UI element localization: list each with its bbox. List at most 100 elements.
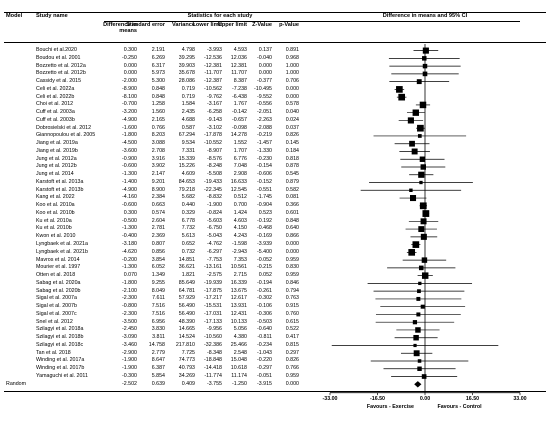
stat-cell: -12.387 xyxy=(204,78,222,85)
stat-cell: 79.218 xyxy=(178,186,195,193)
stat-cell: 6.317 xyxy=(151,62,165,69)
stat-cell: -0.606 xyxy=(256,171,272,178)
stat-cell: -0.219 xyxy=(256,132,272,139)
stat-cell: 0.959 xyxy=(285,272,299,279)
stat-cell: 16.633 xyxy=(230,178,247,185)
stat-cell: -2.943 xyxy=(231,248,247,255)
stat-cell: 0.826 xyxy=(285,132,299,139)
stat-cell: 13.675 xyxy=(230,287,247,294)
effect-marker xyxy=(422,63,428,69)
stat-cell: -2.450 xyxy=(121,326,137,333)
study-name: Giannopoulou et al. 2005 xyxy=(36,132,96,139)
stat-cell: -0.600 xyxy=(121,202,137,209)
summary-stat-cell: 0.409 xyxy=(181,380,195,387)
stat-cell: -15.531 xyxy=(204,303,222,310)
stat-cell: 11.707 xyxy=(231,70,247,77)
effect-marker xyxy=(419,180,423,185)
stat-cell: 0.846 xyxy=(285,279,299,286)
study-name: Jung et al. 2012a xyxy=(36,155,77,162)
header-study-name: Study name xyxy=(36,13,68,19)
effect-marker xyxy=(417,124,424,132)
stat-cell: -0.800 xyxy=(121,303,137,310)
column-header: Upper limit xyxy=(217,22,247,28)
effect-marker xyxy=(416,312,421,317)
stat-cell: 36.621 xyxy=(178,264,195,271)
stat-cell: -0.154 xyxy=(256,163,272,170)
stat-cell: -5.603 xyxy=(206,217,222,224)
stat-cell: -0.657 xyxy=(231,116,247,123)
stat-cell: 5.854 xyxy=(151,372,165,379)
stat-cell: 6.956 xyxy=(151,318,165,325)
stat-cell: -6.297 xyxy=(206,248,222,255)
stat-cell: -8.576 xyxy=(206,155,222,162)
study-name: Otten et al. 2018 xyxy=(36,272,76,279)
stat-cell: 0.578 xyxy=(285,101,299,108)
stat-cell: 0.615 xyxy=(285,318,299,325)
stat-cell: -0.551 xyxy=(256,186,272,193)
stat-cell: -5.508 xyxy=(206,171,222,178)
stat-cell: 5.300 xyxy=(151,78,165,85)
stat-cell: 1.258 xyxy=(151,101,165,108)
stat-cell: 0.545 xyxy=(285,171,299,178)
column-header: Difference in means xyxy=(103,22,137,34)
stat-cell: -4.762 xyxy=(206,241,222,247)
stat-cell: -1.400 xyxy=(121,178,137,185)
effect-marker xyxy=(421,374,427,379)
stat-cell: -3.600 xyxy=(121,147,137,154)
stat-cell: 0.300 xyxy=(123,209,137,216)
stat-cell: 7.725 xyxy=(181,349,195,356)
stat-cell: 0.700 xyxy=(233,202,247,209)
stat-cell: -2.051 xyxy=(256,109,272,116)
stat-cell: 0.706 xyxy=(285,78,299,85)
stat-cell: 0.145 xyxy=(285,140,299,147)
study-name: Szilagyi et al. 2018a xyxy=(36,326,84,333)
summary-stat-cell: 0.639 xyxy=(151,380,165,387)
effect-marker xyxy=(422,210,430,217)
study-name: Sabag et al. 2020a xyxy=(36,279,81,286)
effect-marker xyxy=(411,148,418,155)
stat-cell: 9.255 xyxy=(151,279,165,286)
x-tick-label: -16.50 xyxy=(369,395,386,402)
stat-cell: 48.390 xyxy=(178,318,195,325)
stat-cell: -5.400 xyxy=(256,248,272,255)
stat-cell: 12.545 xyxy=(230,186,247,193)
stat-cell: 12.617 xyxy=(230,295,247,302)
stat-cell: -0.234 xyxy=(256,341,272,348)
effect-marker xyxy=(407,117,414,124)
stat-cell: -0.900 xyxy=(121,155,137,162)
study-name: Sabag et al. 2020b xyxy=(36,287,81,294)
stat-cell: 0.959 xyxy=(285,372,299,379)
stat-cell: 0.830 xyxy=(285,264,299,271)
stat-cell: 1.767 xyxy=(233,101,247,108)
stat-cell: 4.380 xyxy=(233,334,247,341)
study-name: Jung et al. 2014 xyxy=(36,171,74,178)
stat-cell: 2.779 xyxy=(151,349,165,356)
stat-cell: -9.956 xyxy=(206,326,222,333)
statistics-underline xyxy=(104,21,330,22)
effect-marker xyxy=(412,109,419,116)
stat-cell: 5.613 xyxy=(181,233,195,240)
stat-cell: -8.900 xyxy=(121,85,137,92)
stat-cell: -4.500 xyxy=(121,140,137,147)
stat-cell: 10.133 xyxy=(230,318,247,325)
stat-cell: 57.929 xyxy=(178,295,195,302)
stat-cell: 3.088 xyxy=(151,140,165,147)
stat-cell: -0.142 xyxy=(231,109,247,116)
study-name: Celi et al. 2022b xyxy=(36,93,75,100)
stat-cell: 0.000 xyxy=(285,85,299,92)
study-name: Choi et al. 2012 xyxy=(36,101,74,108)
stat-cell: 0.818 xyxy=(285,155,299,162)
stat-cell: 0.663 xyxy=(151,202,165,209)
stat-cell: 0.052 xyxy=(258,272,272,279)
stat-cell: 7.611 xyxy=(152,295,165,302)
stat-cell: 14.758 xyxy=(148,341,165,348)
stat-cell: -10.560 xyxy=(204,334,222,341)
study-name: Mourier et al. 1997 xyxy=(36,264,81,271)
study-name: Szilagyi et al. 2018b xyxy=(36,334,84,341)
stat-cell: -6.438 xyxy=(231,93,247,100)
effect-marker xyxy=(415,327,421,333)
stat-cell: -0.220 xyxy=(256,357,272,364)
stat-cell: 6.776 xyxy=(233,155,247,162)
x-tick-label: 16.50 xyxy=(465,395,480,402)
stat-cell: 0.417 xyxy=(285,334,299,341)
